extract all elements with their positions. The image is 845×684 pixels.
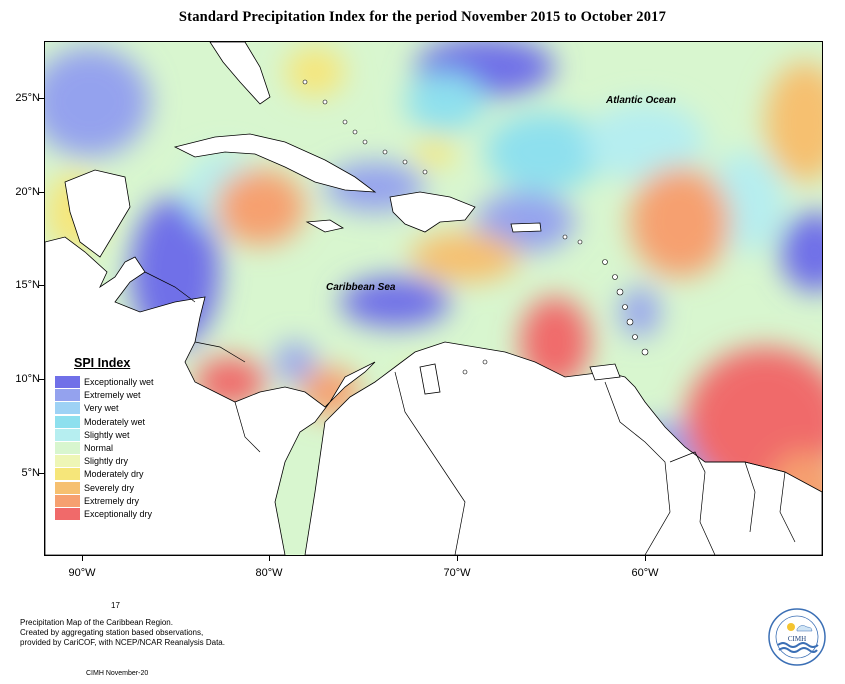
lat-label-5n: 5°N xyxy=(21,467,40,479)
atlantic-ocean-label: Atlantic Ocean xyxy=(606,95,677,106)
lon-tick xyxy=(457,555,458,561)
lon-tick xyxy=(82,555,83,561)
country-borders xyxy=(144,271,796,555)
legend-item: Severely dry xyxy=(55,481,167,494)
legend-item: Moderately dry xyxy=(55,468,167,481)
lon-label-80w: 80°W xyxy=(255,567,283,579)
cimh-logo-graphic: CIMH xyxy=(768,608,826,666)
legend-item: Moderately wet xyxy=(55,415,167,428)
lon-tick xyxy=(269,555,270,561)
legend-label: Extremely wet xyxy=(84,390,141,401)
footer-line-2: Created by aggregating station based obs… xyxy=(20,628,204,637)
page-number: 17 xyxy=(111,601,120,610)
lat-tick xyxy=(39,98,45,99)
legend-label: Moderately dry xyxy=(84,469,144,480)
legend-swatch xyxy=(55,442,80,454)
footer-line-1: Precipitation Map of the Caribbean Regio… xyxy=(20,618,173,627)
yucatan xyxy=(64,169,131,258)
legend-label: Very wet xyxy=(84,403,119,414)
legend-swatch xyxy=(55,415,80,428)
legend-swatch xyxy=(55,455,80,468)
florida xyxy=(209,42,271,105)
legend-swatch xyxy=(55,508,80,520)
lat-tick xyxy=(39,473,45,474)
legend-swatch xyxy=(55,389,80,402)
legend-swatch xyxy=(55,376,80,388)
legend-item: Extremely dry xyxy=(55,494,167,507)
lon-tick xyxy=(645,555,646,561)
legend-label: Severely dry xyxy=(84,482,135,493)
spi-map: Atlantic Ocean Caribbean Sea xyxy=(44,41,823,556)
legend-item: Extremely wet xyxy=(55,389,167,402)
small-islands xyxy=(302,79,649,375)
legend-item: Slightly wet xyxy=(55,428,167,441)
legend-swatch xyxy=(55,468,80,481)
lat-tick xyxy=(39,285,45,286)
lon-label-90w: 90°W xyxy=(68,567,96,579)
footer-line-3: provided by CariCOF, with NCEP/NCAR Rean… xyxy=(20,638,225,647)
trinidad xyxy=(589,363,621,381)
lat-label-10n: 10°N xyxy=(15,373,40,385)
cuba xyxy=(173,133,377,193)
lat-label-15n: 15°N xyxy=(15,279,40,291)
lon-label-70w: 70°W xyxy=(443,567,471,579)
footer-credit: CIMH November-20 xyxy=(86,670,149,677)
puerto-rico xyxy=(510,222,542,233)
legend-swatch xyxy=(55,481,80,494)
map-title: Standard Precipitation Index for the per… xyxy=(178,9,667,25)
paraguana xyxy=(419,363,441,395)
caribbean-sea-label: Caribbean Sea xyxy=(326,282,396,293)
legend-title: SPI Index xyxy=(74,356,131,370)
legend-swatch xyxy=(55,428,80,441)
legend-item: Exceptionally wet xyxy=(55,376,167,388)
logo-text: CIMH xyxy=(788,635,806,643)
legend-swatch xyxy=(55,402,80,415)
lat-label-25n: 25°N xyxy=(15,92,40,104)
legend-label: Exceptionally dry xyxy=(84,509,153,519)
legend-label: Moderately wet xyxy=(84,416,146,427)
cimh-logo: CIMH xyxy=(767,607,827,667)
lat-label-20n: 20°N xyxy=(15,186,40,198)
spi-legend: SPI Index Exceptionally wet Extremely wet… xyxy=(52,354,167,526)
lat-tick xyxy=(39,192,45,193)
lat-tick xyxy=(39,379,45,380)
legend-label: Slightly wet xyxy=(84,429,130,440)
legend-item: Slightly dry xyxy=(55,455,167,468)
hispaniola xyxy=(389,191,476,233)
lon-label-60w: 60°W xyxy=(631,567,659,579)
legend-swatch xyxy=(55,494,80,507)
legend-label: Slightly dry xyxy=(84,456,129,467)
legend-item: Exceptionally dry xyxy=(55,508,167,520)
legend-label: Exceptionally wet xyxy=(84,377,154,387)
legend-label: Normal xyxy=(84,443,114,453)
jamaica xyxy=(305,219,345,233)
legend-item: Very wet xyxy=(55,402,167,415)
legend-item: Normal xyxy=(55,442,167,454)
south-america xyxy=(304,341,822,555)
spi-map-canvas xyxy=(45,42,822,555)
legend-label: Extremely dry xyxy=(84,495,140,506)
